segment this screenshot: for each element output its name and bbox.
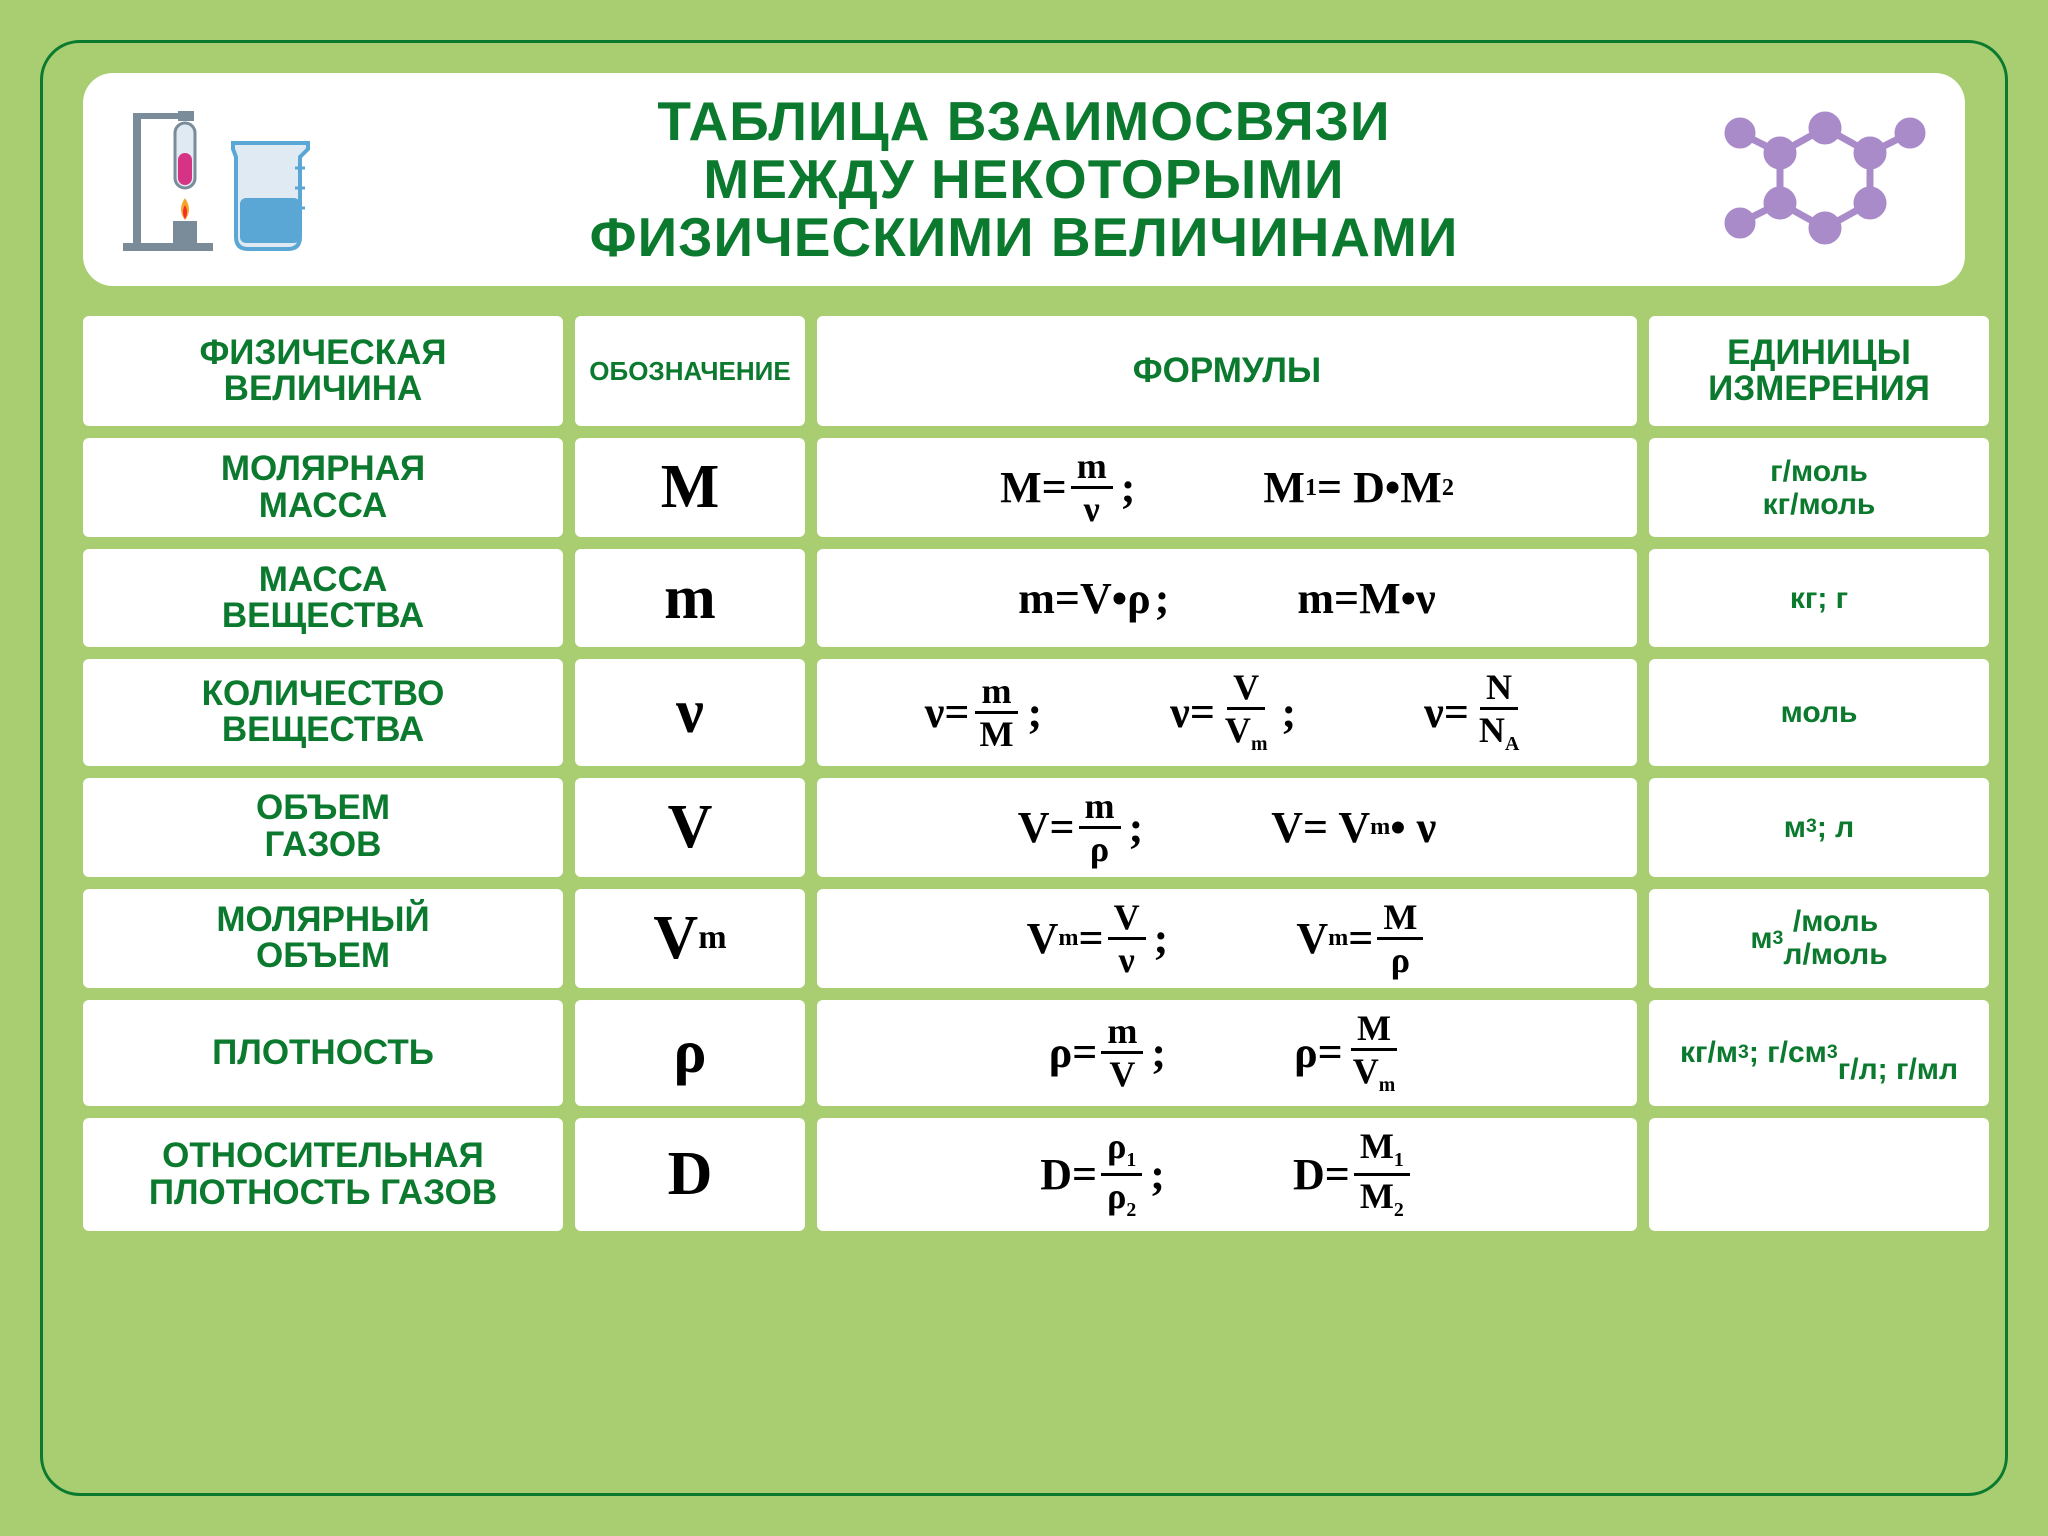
row-name-l1: МОЛЯРНЫЙ — [216, 902, 429, 939]
row-units: кг; г — [1649, 549, 1989, 647]
row-name-l2: ПЛОТНОСТЬ ГАЗОВ — [149, 1175, 497, 1212]
row-symbol: M — [575, 438, 805, 537]
row-formula: m=V•ρ;m=M•ν — [817, 549, 1637, 647]
row-units: моль — [1649, 659, 1989, 765]
col-header-formulas: ФОРМУЛЫ — [817, 316, 1637, 426]
row-units: г/молькг/моль — [1649, 438, 1989, 537]
row-formula: V=mρ;V= Vm• ν — [817, 778, 1637, 877]
molecule-icon — [1715, 93, 1935, 253]
table-grid: ФИЗИЧЕСКАЯ ВЕЛИЧИНА ОБОЗНАЧЕНИЕ ФОРМУЛЫ … — [83, 316, 1965, 1231]
title-line-3: ФИЗИЧЕСКИМИ ВЕЛИЧИНАМИ — [363, 209, 1685, 267]
row-formula: ρ=mV;ρ=MVm — [817, 1000, 1637, 1106]
row-symbol: m — [575, 549, 805, 647]
row-symbol: ν — [575, 659, 805, 765]
row-name-l2: ВЕЩЕСТВА — [222, 598, 424, 635]
header-panel: ТАБЛИЦА ВЗАИМОСВЯЗИ МЕЖДУ НЕКОТОРЫМИ ФИЗ… — [83, 73, 1965, 286]
row-name-l1: ОТНОСИТЕЛЬНАЯ — [149, 1138, 497, 1175]
row-symbol: ρ — [575, 1000, 805, 1106]
page-title: ТАБЛИЦА ВЗАИМОСВЯЗИ МЕЖДУ НЕКОТОРЫМИ ФИЗ… — [363, 93, 1685, 266]
row-name: ОБЪЕМГАЗОВ — [83, 778, 563, 877]
title-line-1: ТАБЛИЦА ВЗАИМОСВЯЗИ — [363, 93, 1685, 151]
col-header-quantity: ФИЗИЧЕСКАЯ ВЕЛИЧИНА — [83, 316, 563, 426]
row-symbol: V — [575, 778, 805, 877]
row-name-l1: ПЛОТНОСТЬ — [212, 1035, 434, 1072]
lab-equipment-icon — [113, 93, 333, 253]
row-formula: D=ρ1ρ2;D=M1M2 — [817, 1118, 1637, 1231]
row-name-l2: ГАЗОВ — [256, 827, 390, 864]
row-name-l1: КОЛИЧЕСТВО — [202, 676, 445, 713]
title-line-2: МЕЖДУ НЕКОТОРЫМИ — [363, 151, 1685, 209]
row-name-l2: МАССА — [221, 488, 425, 525]
row-name: ПЛОТНОСТЬ — [83, 1000, 563, 1106]
row-formula: ν=mM;ν=VVm;ν=NNA — [817, 659, 1637, 765]
row-units: м3; л — [1649, 778, 1989, 877]
row-name-l2: ОБЪЕМ — [216, 938, 429, 975]
row-units: кг/м3; г/см3г/л; г/мл — [1649, 1000, 1989, 1106]
row-name-l1: МАССА — [222, 562, 424, 599]
col-header-units: ЕДИНИЦЫ ИЗМЕРЕНИЯ — [1649, 316, 1989, 426]
row-units: м3/мольл/моль — [1649, 889, 1989, 988]
row-name: КОЛИЧЕСТВОВЕЩЕСТВА — [83, 659, 563, 765]
row-name: МОЛЯРНЫЙОБЪЕМ — [83, 889, 563, 988]
col-header-quantity-l1: ФИЗИЧЕСКАЯ — [199, 335, 446, 372]
row-name: ОТНОСИТЕЛЬНАЯПЛОТНОСТЬ ГАЗОВ — [83, 1118, 563, 1231]
row-name: МОЛЯРНАЯМАССА — [83, 438, 563, 537]
row-name: МАССАВЕЩЕСТВА — [83, 549, 563, 647]
row-formula: Vm=Vν;Vm=Mρ — [817, 889, 1637, 988]
col-header-units-l1: ЕДИНИЦЫ — [1708, 335, 1930, 372]
row-units — [1649, 1118, 1989, 1231]
row-name-l2: ВЕЩЕСТВА — [202, 712, 445, 749]
row-symbol: Vm — [575, 889, 805, 988]
col-header-units-l2: ИЗМЕРЕНИЯ — [1708, 371, 1930, 408]
col-header-quantity-l2: ВЕЛИЧИНА — [199, 371, 446, 408]
row-name-l1: ОБЪЕМ — [256, 790, 390, 827]
row-name-l1: МОЛЯРНАЯ — [221, 451, 425, 488]
row-symbol: D — [575, 1118, 805, 1231]
poster-frame: ТАБЛИЦА ВЗАИМОСВЯЗИ МЕЖДУ НЕКОТОРЫМИ ФИЗ… — [40, 40, 2008, 1496]
row-formula: M=mν;M1= D•M2 — [817, 438, 1637, 537]
col-header-symbol: ОБОЗНАЧЕНИЕ — [575, 316, 805, 426]
